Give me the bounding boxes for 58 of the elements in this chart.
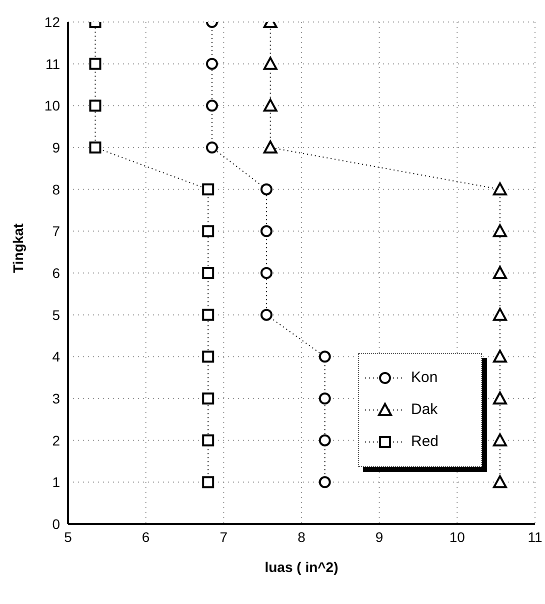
legend-label: Kon <box>411 368 438 388</box>
point <box>492 266 507 279</box>
point <box>492 182 507 196</box>
x-tick-label: 5 <box>64 528 72 545</box>
x-tick-label: 11 <box>528 528 542 545</box>
point <box>318 476 331 488</box>
point <box>202 308 214 321</box>
point <box>202 350 214 363</box>
point <box>263 140 278 154</box>
y-tick-label: 0 <box>52 516 60 532</box>
point <box>492 475 507 488</box>
x-tick-label: 10 <box>449 528 466 545</box>
y-tick-label: 5 <box>52 306 60 323</box>
y-axis-title: Tingkat <box>10 223 26 273</box>
point <box>260 225 272 238</box>
point <box>260 308 272 321</box>
x-tick-label: 6 <box>142 528 150 545</box>
x-tick-label: 8 <box>298 528 306 545</box>
point <box>492 433 507 446</box>
point <box>206 100 218 112</box>
point <box>89 58 102 70</box>
point <box>492 392 507 404</box>
point <box>263 98 278 112</box>
point <box>260 267 272 279</box>
point <box>492 308 507 321</box>
point <box>202 434 214 446</box>
y-tick-label: 10 <box>44 98 60 114</box>
y-tick-label: 7 <box>52 223 60 240</box>
point <box>202 183 214 196</box>
y-tick-label: 3 <box>52 390 60 406</box>
point <box>492 224 507 238</box>
point <box>89 100 102 112</box>
y-tick-label: 1 <box>52 474 60 490</box>
point <box>318 392 331 404</box>
point <box>318 434 331 446</box>
point <box>202 476 214 488</box>
point <box>89 142 102 154</box>
y-tick-label: 8 <box>52 181 60 198</box>
point <box>202 267 214 279</box>
point <box>260 183 272 196</box>
point <box>492 350 507 363</box>
point <box>206 142 218 154</box>
y-tick-label: 9 <box>52 139 60 156</box>
legend-label: Red <box>411 432 439 452</box>
y-tick-label: 6 <box>52 264 60 281</box>
y-tick-label: 11 <box>45 56 60 72</box>
y-tick-label: 12 <box>44 14 60 30</box>
y-tick-label: 4 <box>52 348 60 365</box>
point <box>202 225 214 238</box>
x-tick-label: 7 <box>220 528 228 545</box>
point <box>263 56 278 70</box>
y-tick-label: 2 <box>52 432 60 448</box>
point <box>206 58 218 70</box>
x-tick-label: 9 <box>375 528 384 545</box>
point <box>202 392 214 404</box>
point <box>318 350 331 363</box>
x-axis-title: luas ( in^2) <box>264 559 338 575</box>
legend-label: Dak <box>411 400 438 420</box>
